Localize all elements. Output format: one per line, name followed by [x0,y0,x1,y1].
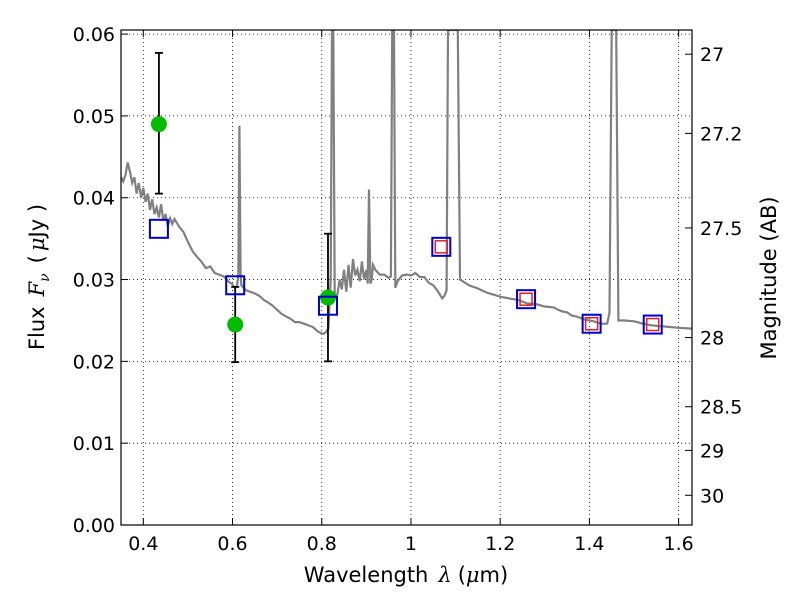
y2-tick-label: 30 [700,485,724,507]
model-box [581,313,602,334]
error-bars [154,52,332,364]
x-tick-label: 1.6 [664,533,694,555]
y-tick-label: 0.04 [73,188,115,210]
model-box-inner [645,317,660,332]
x-tick-label: 0.6 [217,533,247,555]
model-box [516,289,537,310]
grid-lines [121,30,692,526]
x-tick-label: 1.4 [574,533,604,555]
y-tick-label: 0.03 [73,270,115,292]
model-box-inner [584,316,599,331]
model-box [642,314,663,335]
plot-area [121,30,692,364]
y2-axis-ticks: 27 27.2 27.5 28 28.5 29 30 [685,44,742,507]
observed-point [227,316,244,333]
y2-tick-label: 28.5 [700,397,742,419]
x-tick-label: 1.2 [485,533,515,555]
y2-tick-label: 27.5 [700,218,742,240]
model-box-inner [434,240,449,254]
y-tick-label: 0.06 [73,24,115,46]
plot-frame [120,29,693,526]
y2-tick-label: 28 [700,328,724,350]
y2-axis-label: Magnitude (AB) [757,196,781,359]
x-tick-label: 0.8 [307,533,337,555]
model-spectrum-line [121,30,692,335]
y-axis-ticks: 0.00 0.01 0.02 0.03 0.04 0.05 0.06 [73,24,128,537]
x-tick-label: 1 [405,533,417,555]
model-box [431,236,452,257]
y-tick-label: 0.01 [73,433,115,455]
y-tick-label: 0.02 [73,351,115,373]
model-box-inner [519,292,533,306]
y2-tick-label: 27 [700,44,724,66]
x-axis-label: Wavelength λ (μm) [304,563,508,587]
model-box [317,295,338,316]
y2-tick-label: 27.2 [700,123,742,145]
model-box [148,218,169,239]
y-tick-label: 0.05 [73,106,115,128]
model-box [225,275,246,296]
x-axis-ticks: 0.4 0.6 0.8 1 1.2 1.4 1.6 [128,30,694,555]
x-tick-label: 0.4 [128,533,158,555]
model-photometry-boxes [148,218,663,335]
y2-tick-label: 29 [700,440,724,462]
y-axis-label: FluxFν(μJy ) [25,204,53,350]
observed-point [150,116,167,133]
y-tick-label: 0.00 [73,515,115,537]
